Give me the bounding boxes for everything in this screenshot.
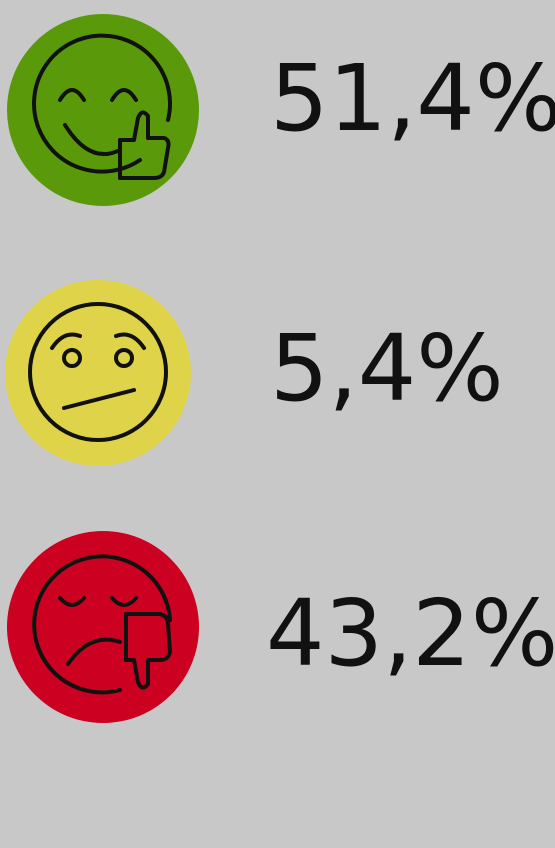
percentage: 5,4%: [270, 315, 504, 422]
neutral-icon: [5, 280, 191, 466]
happy-icon: [7, 14, 199, 206]
percentage: 43,2%: [266, 580, 555, 687]
sad-icon: [7, 531, 199, 723]
percentage: 51,4%: [270, 45, 555, 152]
